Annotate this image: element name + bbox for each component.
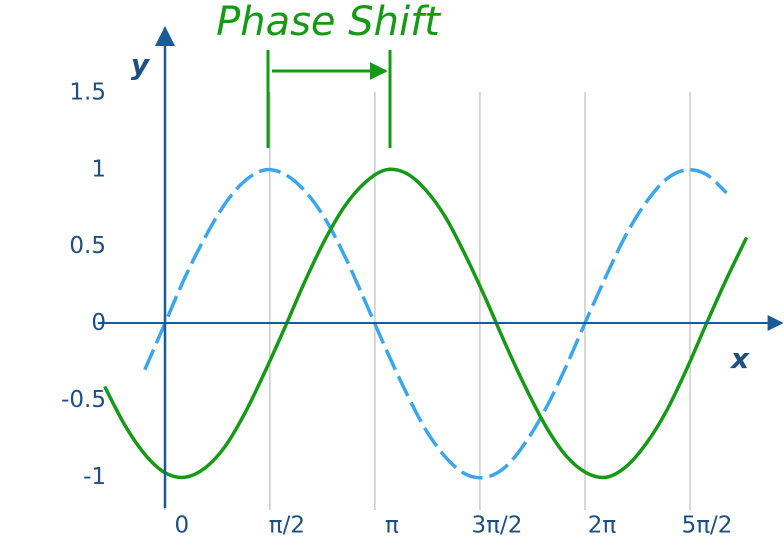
x-tick-label: π [385,513,399,539]
y-tick-label: -0.5 [61,387,106,413]
phase-shift-marker [266,50,392,148]
y-tick-label: 0.5 [69,233,106,259]
x-tick-label: 2π [588,513,617,539]
y-tick-label: -1 [83,464,106,490]
y-tick-label: 1.5 [69,80,106,106]
x-tick-label: 0 [175,513,190,539]
y-tick-label: 0 [91,310,106,336]
x-tick-label: π/2 [269,513,305,539]
x-axis-label: x [729,342,750,375]
y-tick-label: 1 [91,156,106,182]
y-axis-label: y [131,48,151,81]
annotation: Phase Shift [216,0,441,45]
x-tick-label: 3π/2 [472,513,523,539]
line-series [103,167,749,480]
x-tick-label: 5π/2 [682,513,733,539]
line-series [143,167,728,480]
